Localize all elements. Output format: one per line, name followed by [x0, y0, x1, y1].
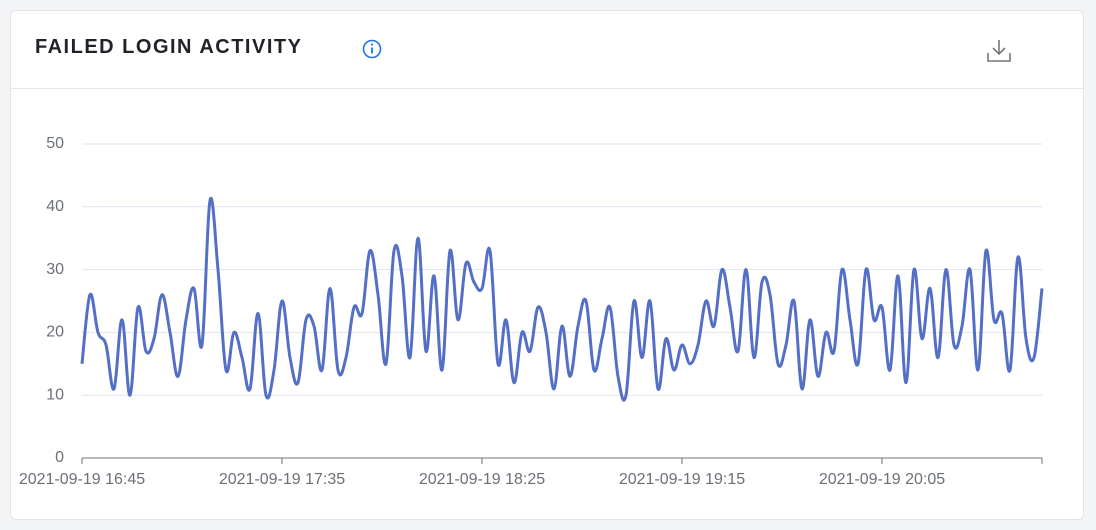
y-tick-label: 10	[46, 386, 64, 403]
x-tick-label: 2021-09-19 17:35	[219, 471, 345, 488]
info-icon[interactable]	[361, 38, 383, 60]
x-tick-label: 2021-09-19 19:15	[619, 471, 745, 488]
y-tick-label: 30	[46, 261, 64, 278]
y-tick-label: 50	[46, 135, 64, 152]
download-icon[interactable]	[985, 37, 1013, 65]
series-line	[80, 196, 1044, 402]
card: FAILED LOGIN ACTIVITY	[10, 10, 1084, 520]
x-tick-label: 2021-09-19 20:05	[819, 471, 945, 488]
card-header: FAILED LOGIN ACTIVITY	[11, 11, 1083, 89]
y-tick-label: 40	[46, 198, 64, 215]
x-tick-label: 2021-09-19 16:45	[19, 471, 145, 488]
card-title: FAILED LOGIN ACTIVITY	[35, 36, 303, 58]
y-tick-label: 20	[46, 324, 64, 341]
y-tick-label: 0	[55, 449, 64, 466]
x-tick-label: 2021-09-19 18:25	[419, 471, 545, 488]
